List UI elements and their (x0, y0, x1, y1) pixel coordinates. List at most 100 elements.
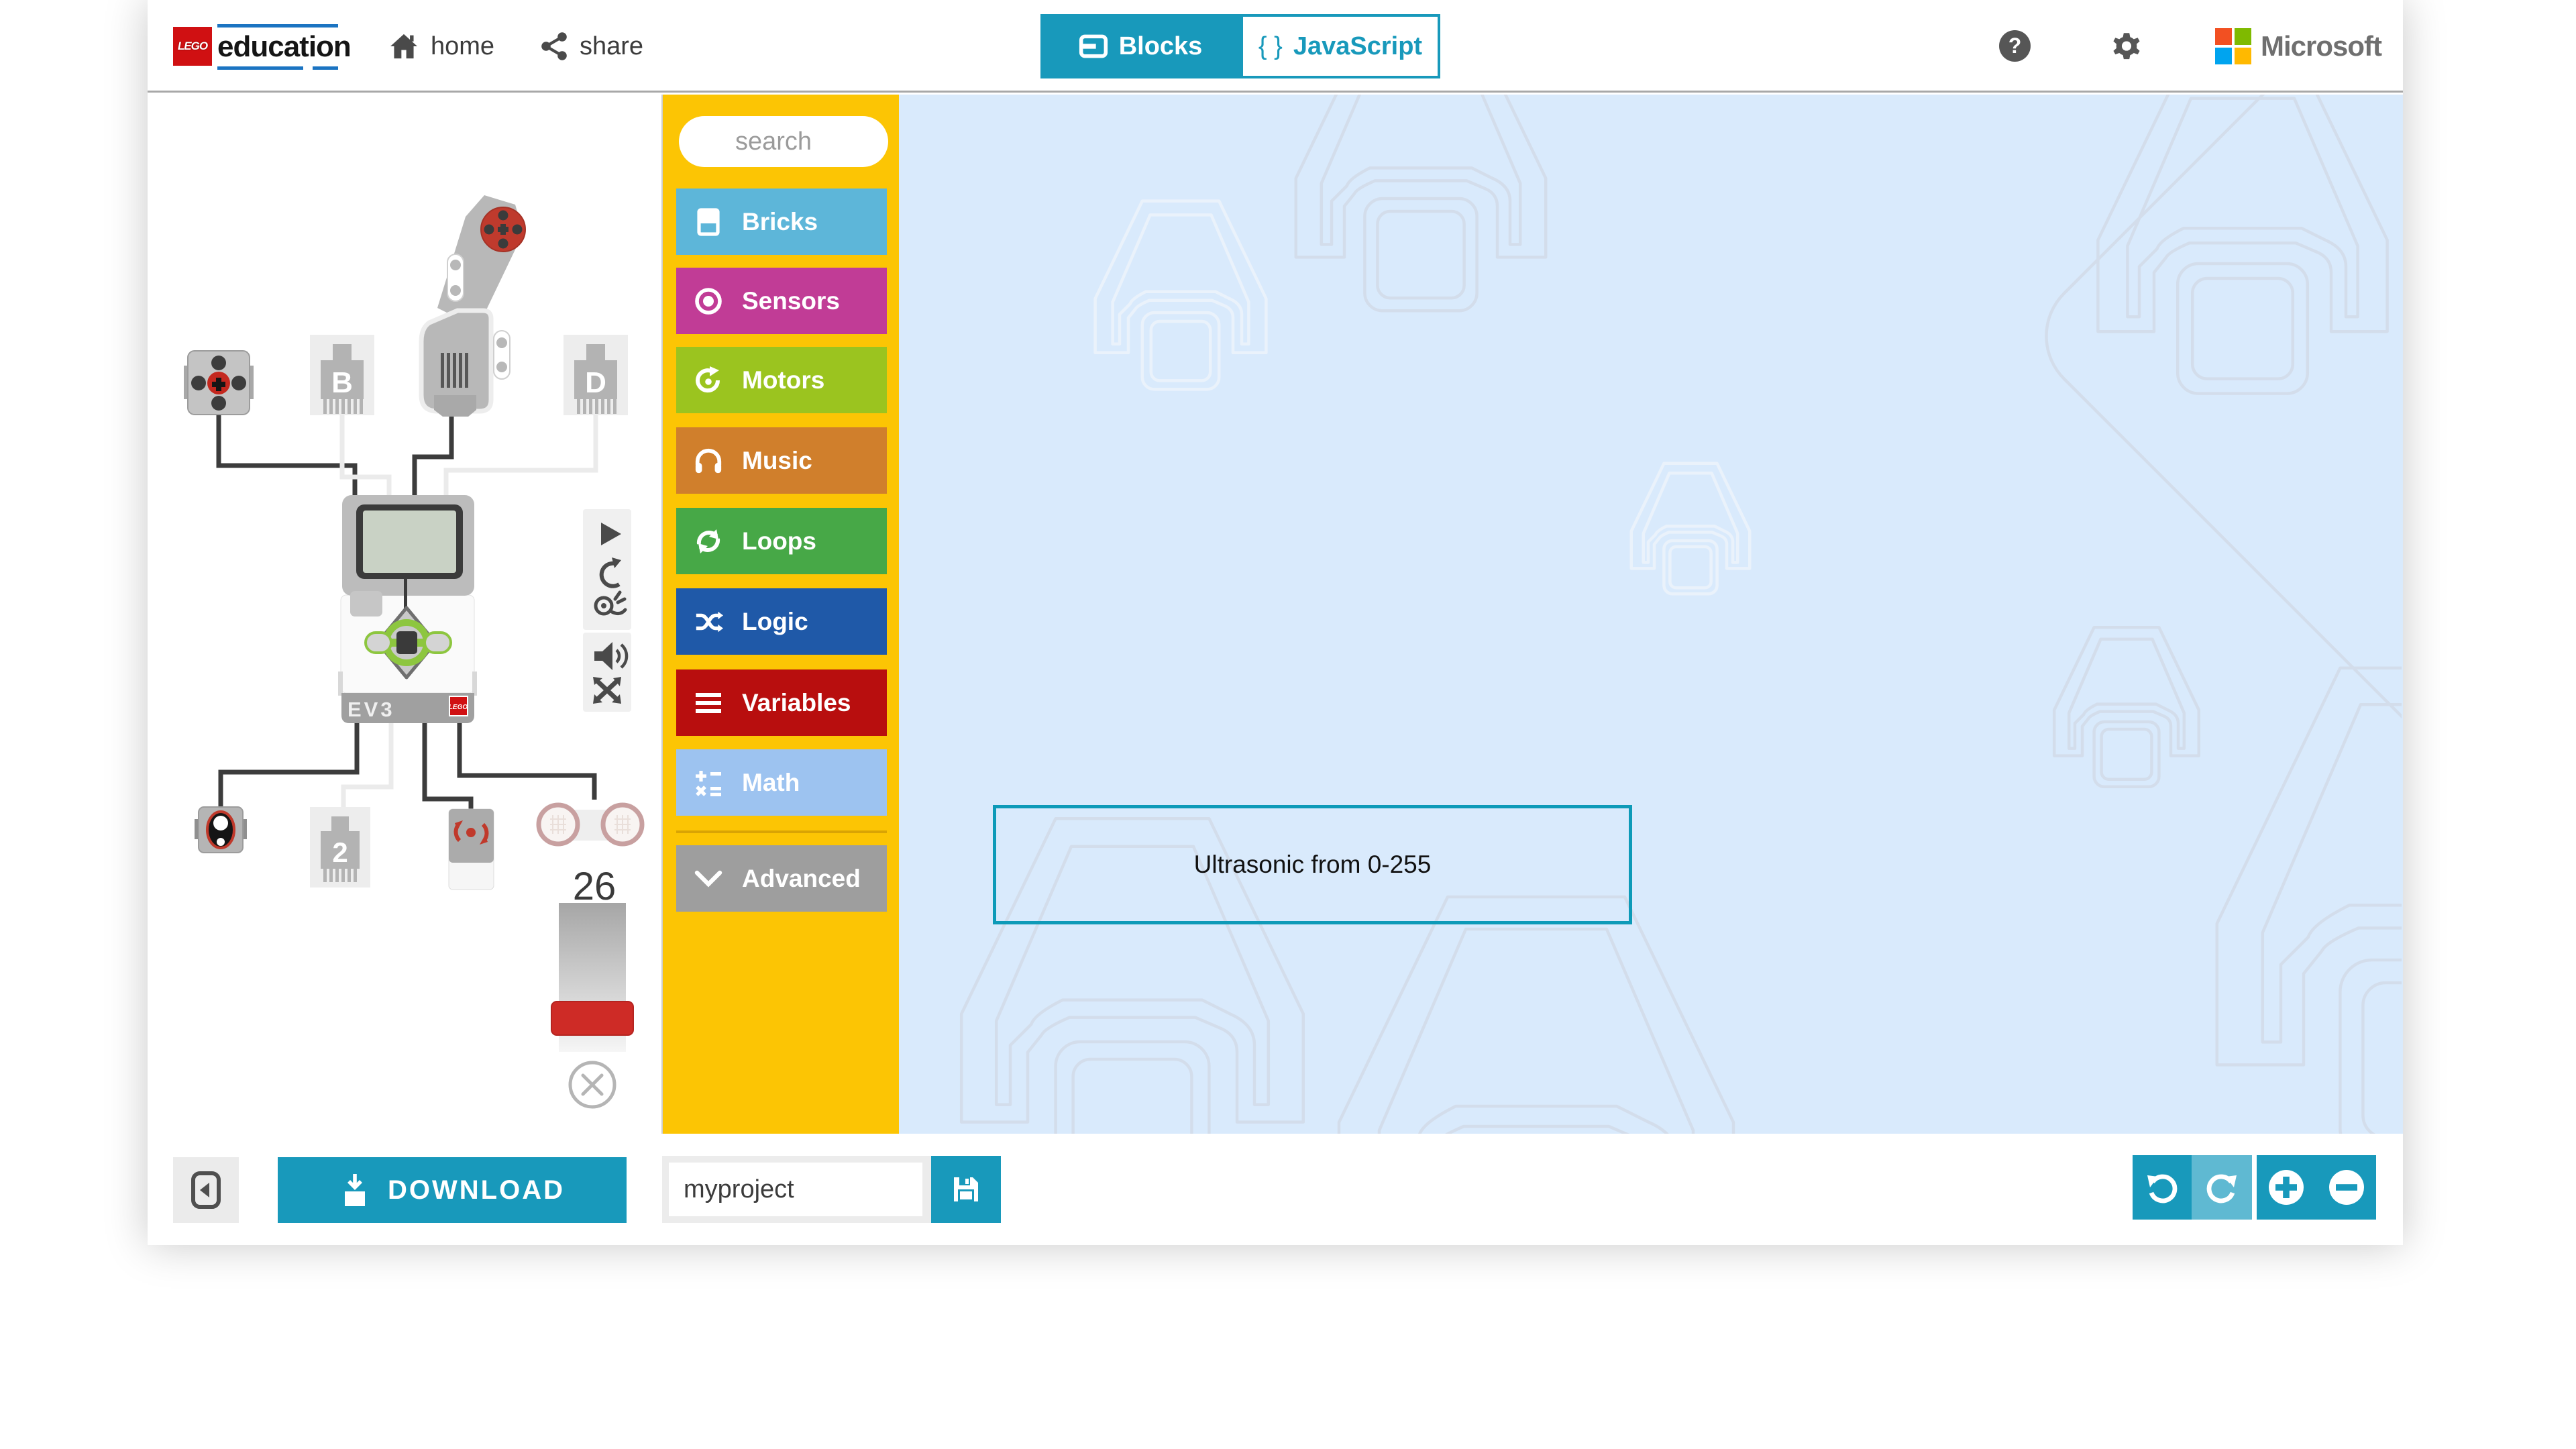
project-name-group (662, 1156, 1001, 1223)
wire-port-4 (457, 723, 597, 800)
gyro-sensor-port-3[interactable] (448, 808, 494, 890)
port-b-label: B (331, 366, 353, 399)
close-sensor-button[interactable] (568, 1061, 616, 1109)
education-bottom-rule-2 (313, 66, 338, 70)
speaker-icon (594, 642, 612, 670)
zoom-controls (2257, 1155, 2376, 1220)
collapse-simulator-button[interactable] (173, 1157, 239, 1223)
ev3-brick[interactable]: EV3 LEGO (338, 495, 477, 723)
close-icon (581, 1073, 604, 1096)
large-motor-port-c[interactable] (419, 195, 526, 417)
help-button[interactable]: ? (1999, 30, 2031, 62)
category-label: Bricks (742, 207, 818, 235)
brick-right-button[interactable] (423, 631, 452, 654)
medium-motor-port-a[interactable] (184, 350, 254, 415)
port-d-label: D (585, 366, 606, 399)
ultrasonic-sensor-port-4[interactable] (536, 802, 645, 847)
brick-enter-button[interactable] (396, 631, 417, 654)
microsoft-label: Microsoft (2261, 30, 2382, 62)
zoom-out-button[interactable] (2328, 1169, 2365, 1206)
ultrasonic-slider-handle[interactable] (551, 1001, 634, 1036)
gear-icon (2113, 33, 2140, 60)
toolbox-category-sensors[interactable]: Sensors (676, 268, 887, 334)
ultrasonic-value: 26 (573, 865, 616, 908)
question-icon: ? (2008, 34, 2022, 58)
toolbox-category-bricks[interactable]: Bricks (676, 189, 887, 255)
tab-javascript[interactable]: { } JavaScript (1240, 14, 1440, 78)
save-icon (954, 1177, 978, 1201)
category-label: Logic (742, 607, 808, 635)
footer-bar: DOWNLOAD (148, 1135, 2403, 1245)
restart-icon (599, 561, 621, 588)
wire-port-3 (422, 723, 474, 809)
share-label: share (580, 32, 644, 60)
sim-restart-button[interactable] (599, 557, 621, 588)
dragged-block-outline[interactable]: Ultrasonic from 0-255 (993, 805, 1632, 924)
canvas-hex-pattern (899, 95, 2402, 1134)
category-label: Advanced (742, 864, 861, 892)
play-icon (601, 523, 621, 545)
main-area: B (148, 95, 2403, 1134)
search-input[interactable] (679, 116, 888, 167)
workspace-canvas[interactable]: Ultrasonic from 0-255 (899, 95, 2403, 1134)
education-logo[interactable]: education (217, 24, 352, 70)
tab-javascript-label: JavaScript (1293, 32, 1423, 60)
port-2-placeholder[interactable]: 2 (310, 807, 370, 888)
wire-port-c (412, 412, 454, 497)
download-button[interactable]: DOWNLOAD (278, 1157, 627, 1223)
brick-icon (694, 207, 723, 237)
blocks-icon (1079, 34, 1108, 58)
shuffle-icon (694, 607, 723, 637)
undo-icon (2147, 1174, 2178, 1203)
category-label: Variables (742, 688, 851, 716)
toolbox-category-motors[interactable]: Motors (676, 347, 887, 413)
lego-logo-text: LEGO (177, 40, 208, 52)
share-icon (541, 32, 567, 60)
brick-left-button[interactable] (364, 631, 392, 654)
simulator-panel: B (148, 95, 663, 1134)
collapse-left-icon (191, 1171, 221, 1209)
zoom-in-button[interactable] (2267, 1169, 2305, 1206)
rotate-icon (694, 366, 723, 395)
brick-name-label: EV3 (347, 698, 395, 721)
wire-port-b (339, 415, 392, 497)
makecode-ev3-app: LEGO education home share (148, 0, 2403, 1245)
braces-icon: { } (1258, 32, 1283, 60)
wire-port-1 (218, 723, 360, 807)
toolbox-category-advanced[interactable]: Advanced (676, 845, 887, 912)
wire-port-a (216, 415, 358, 497)
sim-sound-button[interactable] (594, 642, 629, 670)
settings-button[interactable] (2110, 30, 2143, 63)
toolbox-category-loops[interactable]: Loops (676, 508, 887, 574)
category-label: Sensors (742, 286, 841, 315)
sim-slowmo-button[interactable] (594, 590, 627, 616)
category-label: Music (742, 446, 812, 474)
port-d-placeholder[interactable]: D (564, 335, 628, 415)
save-button[interactable] (931, 1156, 1001, 1223)
bars-icon (694, 688, 723, 718)
home-button[interactable]: home (389, 0, 494, 93)
toolbox-category-music[interactable]: Music (676, 427, 887, 494)
lego-logo[interactable]: LEGO (173, 27, 212, 66)
toolbox: Bricks Sensors Motors Music (663, 95, 899, 1134)
chevron-down-icon (694, 864, 723, 894)
tab-blocks[interactable]: Blocks (1040, 14, 1240, 78)
wire-port-2 (341, 723, 394, 807)
redo-button[interactable] (2192, 1155, 2252, 1220)
block-label: Ultrasonic from 0-255 (1193, 851, 1432, 878)
tab-blocks-label: Blocks (1118, 32, 1203, 60)
microsoft-logo[interactable]: Microsoft (2215, 28, 2382, 64)
mode-toggle: Blocks { } JavaScript (1040, 14, 1440, 78)
toolbox-category-logic[interactable]: Logic (676, 588, 887, 655)
toolbox-divider (676, 830, 887, 833)
color-sensor-port-1[interactable] (195, 806, 247, 853)
port-b-placeholder[interactable]: B (310, 335, 374, 415)
undo-button[interactable] (2133, 1155, 2192, 1220)
toolbox-category-variables[interactable]: Variables (676, 669, 887, 736)
share-button[interactable]: share (541, 0, 643, 93)
sim-play-button[interactable] (601, 523, 621, 545)
project-name-input[interactable] (669, 1163, 922, 1216)
toolbox-category-math[interactable]: Math (676, 749, 887, 816)
sim-fullscreen-button[interactable] (593, 677, 621, 704)
download-label: DOWNLOAD (388, 1175, 565, 1205)
